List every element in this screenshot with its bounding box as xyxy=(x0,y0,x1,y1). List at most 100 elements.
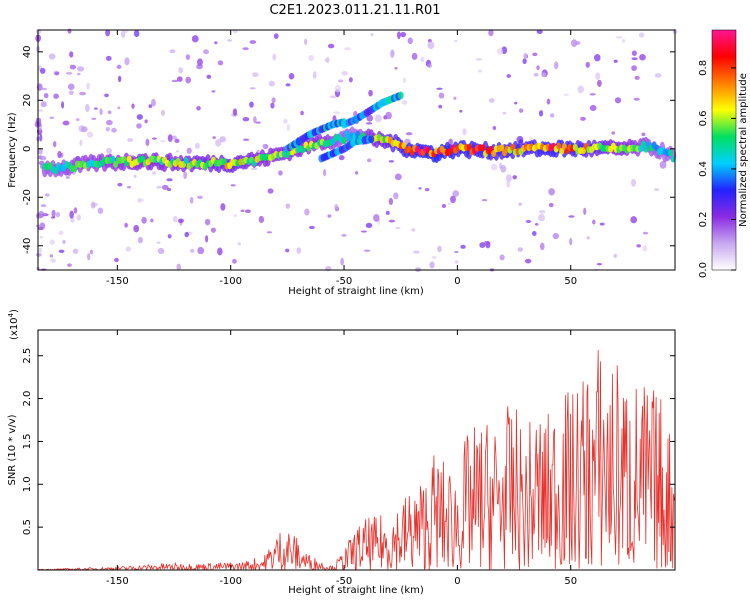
spectrogram-speckle xyxy=(48,53,56,60)
spectrogram-speckle xyxy=(127,138,134,142)
spectrogram-speckle xyxy=(40,101,47,108)
spectrogram-speckle xyxy=(631,57,638,61)
spectrogram-ridge-point xyxy=(401,141,407,149)
spectrogram-speckle xyxy=(81,126,88,133)
spectrogram-speckle xyxy=(156,185,162,189)
spectrogram-speckle xyxy=(196,63,203,70)
spectrogram-speckle xyxy=(232,29,238,34)
spectrogram-speckle xyxy=(55,211,60,218)
spectrogram-y-ticks: -40 -20 0 20 40 xyxy=(22,45,675,254)
spectrogram-y-tick-label: 40 xyxy=(22,45,33,58)
spectrogram-speckle xyxy=(366,158,372,163)
snr-frame xyxy=(37,329,676,571)
snr-y-tick-label: 2.5 xyxy=(22,348,33,364)
spectrogram-speckle xyxy=(73,207,78,214)
spectrogram-speckle xyxy=(285,83,291,87)
spectrogram-speckle xyxy=(107,110,112,115)
spectrogram-speckle xyxy=(39,133,43,142)
spectrogram-speckle xyxy=(191,35,199,43)
spectrogram-speckle xyxy=(150,218,154,223)
spectrogram-speckle xyxy=(268,80,275,87)
spectrogram-speckle xyxy=(450,195,456,204)
spectrogram-speckle xyxy=(215,139,222,147)
spectrogram-speckle xyxy=(502,111,507,115)
spectrogram-speckle xyxy=(266,231,273,234)
spectrogram-speckle xyxy=(167,234,172,239)
spectrogram-speckle xyxy=(186,147,192,154)
spectrogram-speckle xyxy=(536,29,543,35)
spectrogram-speckle xyxy=(133,224,140,233)
snr-x-tick-label: -150 xyxy=(106,576,129,587)
spectrogram-speckle xyxy=(492,126,497,131)
spectrogram-speckle xyxy=(365,222,373,229)
spectrogram-speckle xyxy=(169,49,176,54)
spectrogram-speckle xyxy=(659,160,667,169)
spectrogram-speckle xyxy=(136,114,143,120)
snr-y-tick-label: 0.5 xyxy=(22,519,33,535)
spectrogram-speckle xyxy=(427,63,432,69)
spectrogram-ridge-point xyxy=(126,155,132,163)
spectrogram-speckle xyxy=(76,73,81,76)
spectrogram-speckle xyxy=(394,66,398,70)
spectrogram-speckle xyxy=(638,32,645,38)
spectrogram-ridge-point xyxy=(670,155,676,163)
spectrogram-speckle xyxy=(583,207,587,216)
spectrogram-speckle xyxy=(72,248,79,254)
spectrogram-speckle xyxy=(152,137,157,140)
spectrogram-speckle xyxy=(278,170,283,176)
spectrogram-speckle xyxy=(538,110,544,117)
spectrogram-speckle xyxy=(273,33,279,39)
spectrogram-speckle xyxy=(172,135,177,140)
spectrogram-y-label: Frequency (Hz) xyxy=(7,112,18,188)
spectrogram-speckle xyxy=(447,202,452,206)
spectrogram-speckle xyxy=(538,213,546,222)
spectrogram-speckle xyxy=(460,244,466,249)
spectrogram-speckle xyxy=(197,195,203,199)
spectrogram-speckle xyxy=(94,107,98,110)
spectrogram-speckle xyxy=(388,160,394,163)
spectrogram-speckle xyxy=(304,208,310,216)
spectrogram-speckle xyxy=(76,214,82,221)
spectrogram-speckle xyxy=(552,233,560,240)
svg-text:(x104): (x104) xyxy=(7,309,20,340)
spectrogram-speckle xyxy=(390,49,395,58)
spectrogram-speckle xyxy=(631,50,637,56)
spectrogram-speckle xyxy=(105,119,113,126)
spectrogram-ridge-point xyxy=(491,150,497,158)
spectrogram-speckle xyxy=(334,84,342,93)
spectrogram-speckle xyxy=(99,108,103,116)
spectrogram-speckle xyxy=(475,58,483,61)
spectrogram-speckle xyxy=(133,29,140,38)
spectrogram-speckle xyxy=(506,181,511,188)
spectrogram-speckle xyxy=(589,104,597,112)
spectrogram-x-tick-label: 50 xyxy=(564,276,577,287)
spectrogram-speckle xyxy=(512,175,517,180)
spectrogram-speckle xyxy=(636,244,641,248)
spectrogram-speckle xyxy=(249,101,254,108)
spectrogram-speckle xyxy=(105,55,112,61)
spectrogram-ridge-point xyxy=(341,137,347,145)
spectrogram-speckle xyxy=(327,43,335,49)
spectrogram-speckle xyxy=(613,253,618,258)
spectrogram-x-ticks: -150 -100 -50 0 50 xyxy=(106,30,577,287)
spectrogram-speckle xyxy=(65,71,73,75)
spectrogram-speckle xyxy=(283,118,288,124)
spectrogram-speckle xyxy=(418,187,422,190)
spectrogram-speckle xyxy=(258,215,265,224)
spectrogram-speckle xyxy=(477,69,482,73)
spectrogram-branch-point xyxy=(368,135,375,144)
spectrogram-speckle xyxy=(313,71,317,79)
spectrogram-speckle xyxy=(212,136,216,140)
spectrogram-speckle xyxy=(363,249,371,252)
spectrogram-speckle xyxy=(329,95,337,99)
snr-series-line xyxy=(37,349,675,572)
spectrogram-speckle xyxy=(340,257,345,266)
spectrogram-speckle xyxy=(167,134,173,143)
spectrogram-speckle xyxy=(249,40,257,44)
spectrogram-speckle xyxy=(373,214,380,222)
spectrogram-speckle xyxy=(50,258,56,263)
spectrogram-speckle xyxy=(67,83,75,90)
figure-title: C2E1.2023.011.21.11.R01 xyxy=(269,3,440,18)
spectrogram-speckle xyxy=(252,72,259,78)
spectrogram-speckle xyxy=(136,123,142,129)
